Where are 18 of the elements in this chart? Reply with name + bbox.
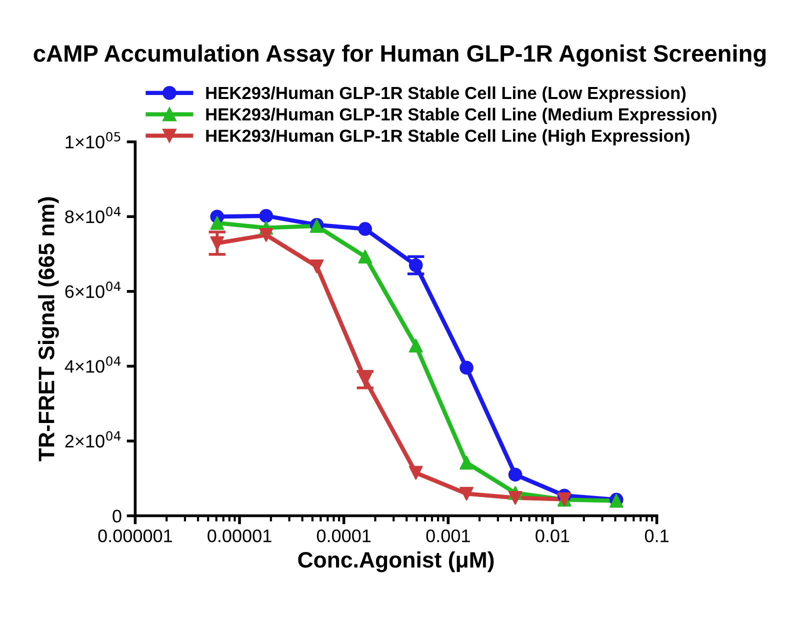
legend-label: HEK293/Human GLP-1R Stable Cell Line (High Expression) bbox=[206, 129, 690, 146]
y-axis-title: TR-FRET Signal (665 nm) bbox=[38, 197, 59, 462]
x-tick-label: 0.000001 bbox=[98, 529, 172, 542]
x-tick-label: 0.001 bbox=[426, 529, 470, 542]
legend-label: HEK293/Human GLP-1R Stable Cell Line (Low Expression) bbox=[206, 86, 686, 103]
y-tick-label: 4×10$^{04}$ bbox=[64, 356, 121, 373]
y-tick-label: 6×10$^{04}$ bbox=[65, 282, 121, 298]
x-tick-label: 0.00001 bbox=[208, 529, 272, 542]
y-tick-label: 8×10$^{04}$ bbox=[65, 206, 121, 224]
chart-title: cAMP Accumulation Assay for Human GLP-1R Agonist Screening bbox=[34, 44, 766, 67]
x-tick-label: 0.1 bbox=[644, 529, 668, 542]
y-tick-label: 1×10$^{05}$ bbox=[66, 132, 120, 148]
x-axis-title: Conc.Agonist (μM) bbox=[298, 551, 494, 572]
x-tick-label: 0.0001 bbox=[316, 529, 371, 542]
x-tick-label: 0.01 bbox=[536, 529, 570, 542]
legend-label: HEK293/Human GLP-1R Stable Cell Line (Medium Expression) bbox=[206, 108, 716, 124]
y-tick-label: 2×10$^{04}$ bbox=[65, 431, 121, 448]
y-tick-label: 0 bbox=[112, 510, 122, 523]
